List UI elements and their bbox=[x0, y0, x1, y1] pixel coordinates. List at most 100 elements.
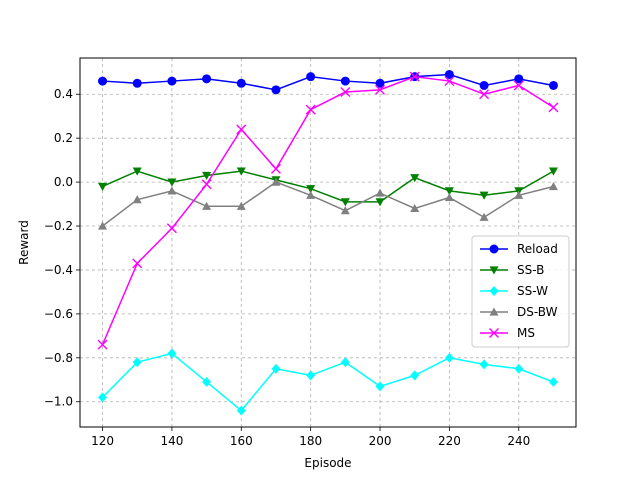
data-point-ms bbox=[132, 258, 143, 269]
y-tick-label: −0.4 bbox=[44, 263, 73, 277]
data-point-reload bbox=[375, 78, 385, 88]
x-marker-stroke bbox=[444, 76, 455, 87]
data-point-ms bbox=[340, 87, 351, 98]
plot-frame bbox=[79, 57, 577, 428]
data-point-ms bbox=[305, 104, 316, 115]
data-point-ms bbox=[479, 89, 490, 100]
y-tick-label: 0.2 bbox=[54, 131, 73, 145]
x-marker-stroke bbox=[305, 104, 316, 115]
data-point-reload bbox=[236, 78, 246, 88]
data-point-ms bbox=[444, 76, 455, 87]
data-point-ss-b bbox=[444, 187, 454, 196]
x-marker-stroke bbox=[270, 163, 281, 174]
x-tick-label: 220 bbox=[438, 434, 461, 448]
y-tick-label: −0.2 bbox=[44, 219, 73, 233]
data-point-ms bbox=[375, 84, 386, 95]
grid bbox=[80, 58, 576, 427]
series-ss-w bbox=[98, 348, 558, 416]
y-tick-label: −1.0 bbox=[44, 395, 73, 409]
x-marker-stroke bbox=[132, 258, 143, 269]
x-marker-stroke bbox=[166, 223, 177, 234]
data-point-ds-bw bbox=[202, 201, 212, 210]
data-point-ss-w bbox=[340, 357, 350, 368]
legend-marker bbox=[489, 286, 499, 296]
data-point-ms bbox=[409, 71, 420, 82]
data-point-ms bbox=[513, 80, 524, 91]
data-point-ss-b bbox=[98, 182, 108, 191]
data-point-reload bbox=[548, 80, 558, 90]
data-point-reload bbox=[98, 76, 108, 86]
x-tick-label: 120 bbox=[91, 434, 114, 448]
data-point-ss-w bbox=[514, 363, 524, 374]
y-tick-label: −0.8 bbox=[44, 351, 73, 365]
data-point-reload bbox=[306, 72, 316, 82]
x-tick-label: 140 bbox=[160, 434, 183, 448]
data-point-ms bbox=[236, 124, 247, 135]
data-point-ds-bw bbox=[444, 192, 454, 202]
x-marker-stroke bbox=[375, 84, 386, 95]
data-point-ss-w bbox=[306, 370, 316, 381]
legend-item-ds-bw: DS-BW bbox=[480, 305, 558, 319]
series-line-ss-w bbox=[102, 352, 554, 412]
series-ms bbox=[97, 71, 559, 350]
data-point-ss-w bbox=[236, 405, 246, 416]
data-point-reload bbox=[444, 69, 454, 79]
data-point-ss-w bbox=[167, 348, 177, 359]
data-point-ss-b bbox=[479, 191, 489, 200]
y-tick-label: −0.6 bbox=[44, 307, 73, 321]
data-point-ss-b bbox=[167, 178, 177, 187]
x-marker-stroke bbox=[479, 89, 490, 100]
legend-item-ss-w: SS-W bbox=[480, 284, 548, 298]
data-point-ms bbox=[201, 179, 212, 190]
data-point-ms bbox=[270, 163, 281, 174]
data-point-ss-b bbox=[132, 167, 142, 176]
x-marker-stroke bbox=[97, 339, 108, 350]
data-point-reload bbox=[271, 85, 281, 95]
y-axis-label: Reward bbox=[17, 220, 31, 265]
data-point-reload bbox=[514, 74, 524, 84]
x-tick-label: 180 bbox=[299, 434, 322, 448]
data-point-ds-bw bbox=[548, 181, 558, 191]
data-point-ss-w bbox=[202, 377, 212, 387]
data-point-reload bbox=[479, 80, 489, 90]
data-point-ds-bw bbox=[271, 177, 281, 186]
data-point-ds-bw bbox=[98, 221, 108, 230]
data-point-ms bbox=[548, 102, 559, 113]
data-point-ss-b bbox=[236, 167, 246, 176]
data-point-reload bbox=[167, 76, 177, 86]
data-point-ss-b bbox=[548, 167, 558, 176]
x-marker-stroke bbox=[236, 124, 247, 135]
series-layer bbox=[97, 69, 559, 416]
legend-marker bbox=[489, 307, 499, 316]
legend-label: Reload bbox=[517, 242, 558, 256]
data-point-ss-b bbox=[202, 171, 212, 181]
data-point-ds-bw bbox=[410, 203, 420, 213]
data-point-ss-b bbox=[375, 198, 385, 207]
x-tick-label: 240 bbox=[507, 434, 530, 448]
legend-marker bbox=[489, 244, 499, 254]
legend-label: DS-BW bbox=[517, 305, 558, 319]
series-line-reload bbox=[102, 73, 554, 91]
data-point-ds-bw bbox=[132, 195, 142, 204]
x-marker-stroke bbox=[548, 102, 559, 113]
series-line-ss-b bbox=[102, 170, 554, 203]
legend: Reload SS-B SS-W DS-BW MS bbox=[471, 235, 570, 348]
series-ds-bw bbox=[98, 177, 558, 230]
data-point-ds-bw bbox=[236, 201, 246, 210]
data-point-ss-w bbox=[548, 377, 558, 387]
legend-item-ss-b: SS-B bbox=[480, 263, 544, 277]
series-reload bbox=[98, 69, 558, 95]
data-point-reload bbox=[202, 74, 212, 84]
data-point-ds-bw bbox=[340, 206, 350, 215]
x-marker-stroke bbox=[409, 71, 420, 82]
y-tick-label: 0.0 bbox=[54, 175, 73, 189]
data-point-reload bbox=[340, 76, 350, 86]
axis-ticks: 120 140 160 180 200 220 240 −1.0 −0.8 −0.6 −0.4 −0.… bbox=[44, 87, 530, 448]
data-point-ss-w bbox=[444, 352, 454, 363]
data-point-ss-w bbox=[479, 359, 489, 370]
data-point-ds-bw bbox=[514, 190, 524, 199]
x-axis-label: Episode bbox=[304, 456, 351, 470]
y-tick-label: 0.4 bbox=[54, 87, 73, 101]
data-point-ss-w bbox=[98, 392, 108, 403]
legend-label: MS bbox=[517, 326, 535, 340]
